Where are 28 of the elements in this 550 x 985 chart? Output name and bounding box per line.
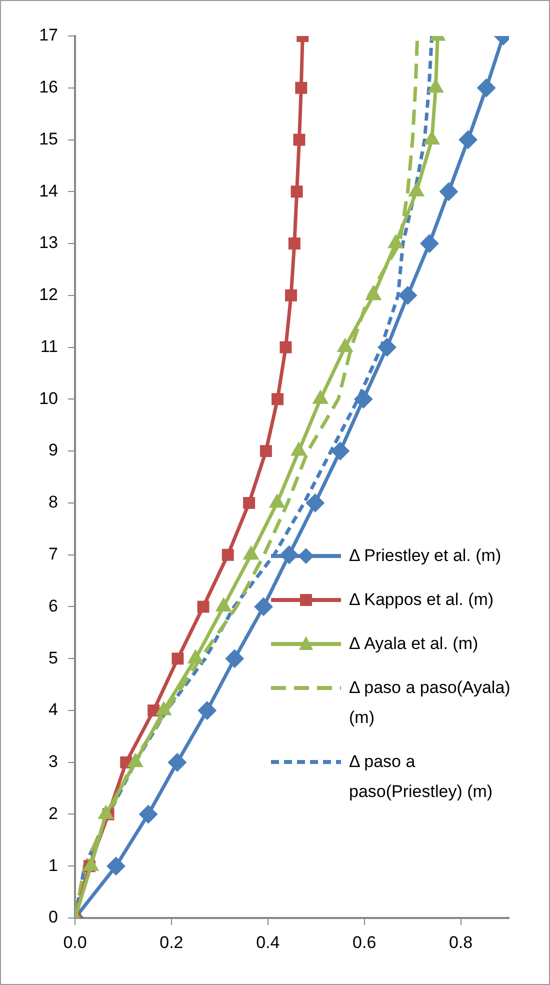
- y-tick-label: 1: [48, 856, 58, 875]
- y-tick-label: 10: [39, 388, 58, 408]
- y-tick-label: 15: [39, 129, 58, 148]
- y-tick-label: 12: [39, 285, 58, 304]
- y-tick-label: 0: [48, 908, 58, 927]
- y-tick-label: 4: [48, 700, 58, 720]
- y-tick-label: 9: [48, 440, 58, 460]
- y-tick-label: 3: [48, 752, 58, 772]
- x-tick-label: 0.0: [63, 932, 87, 952]
- x-tick-label: 0.8: [448, 932, 473, 952]
- legend-label: Δ paso a paso(Priestley) (m): [349, 751, 494, 803]
- legend-label: Δ paso a paso(Ayala) (m): [349, 677, 512, 729]
- y-tick-label: 2: [48, 804, 58, 823]
- legend-label: Δ Kappos et al. (m): [349, 589, 494, 611]
- x-tick-label: 0.4: [256, 932, 280, 952]
- legend-label: Δ Ayala et al. (m): [349, 633, 478, 655]
- y-tick-label: 11: [40, 336, 58, 356]
- y-tick-label: 17: [39, 26, 58, 45]
- y-tick-label: 14: [39, 181, 58, 200]
- y-tick-label: 5: [48, 648, 58, 668]
- y-tick-label: 8: [48, 492, 58, 512]
- y-tick-label: 7: [48, 544, 58, 564]
- legend-label: Δ Priestley et al. (m): [349, 545, 502, 567]
- y-tick-label: 6: [48, 596, 58, 616]
- y-tick-label: 16: [39, 78, 58, 97]
- x-tick-label: 0.2: [160, 932, 184, 952]
- y-tick-label: 13: [39, 233, 58, 252]
- x-tick-label: 0.6: [352, 932, 376, 952]
